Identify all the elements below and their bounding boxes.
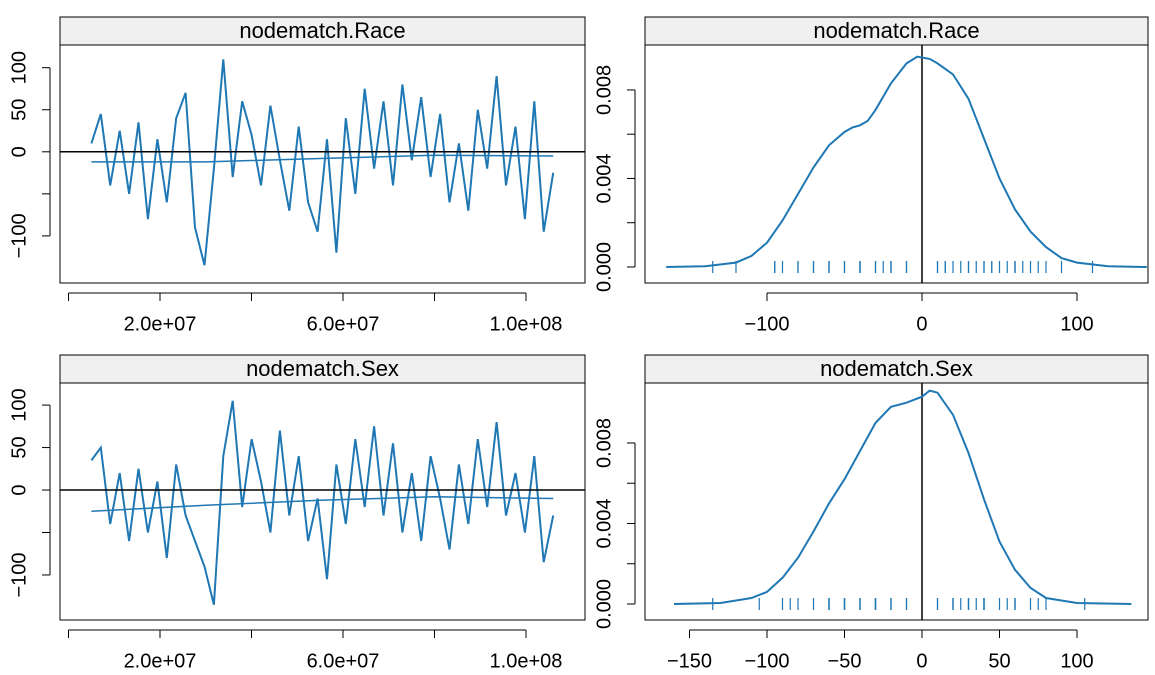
strip xyxy=(59,16,586,46)
panel-title: nodematch.Sex xyxy=(820,356,973,381)
smooth-line xyxy=(91,154,554,163)
y-tick-label: −100 xyxy=(8,213,30,258)
y-tick-label: 0.004 xyxy=(593,498,615,548)
y-tick-label: −100 xyxy=(8,552,30,597)
x-tick-label: 50 xyxy=(988,650,1010,672)
x-tick-label: 1.0e+08 xyxy=(490,313,563,335)
x-tick-label: 0 xyxy=(916,313,927,335)
x-tick-label: 6.0e+07 xyxy=(307,313,380,335)
x-tick-label: 100 xyxy=(1060,313,1093,335)
plot-box xyxy=(59,354,586,621)
y-tick-label: 0.008 xyxy=(593,65,615,115)
y-tick-label: 0.000 xyxy=(593,579,615,629)
x-tick-label: 2.0e+07 xyxy=(124,313,197,335)
x-tick-label: 0 xyxy=(916,650,927,672)
x-tick-label: 1.0e+08 xyxy=(490,650,563,672)
panel-title: nodematch.Race xyxy=(239,18,405,43)
y-tick-label: 50 xyxy=(8,99,30,121)
smooth-line xyxy=(91,496,554,513)
y-tick-label: 0.008 xyxy=(593,418,615,468)
y-tick-label: 0 xyxy=(8,146,30,157)
y-tick-label: 0.004 xyxy=(593,153,615,203)
y-tick-label: 100 xyxy=(8,388,30,421)
y-tick-label: 0.000 xyxy=(593,242,615,292)
y-tick-label: 0 xyxy=(8,484,30,495)
plot-box xyxy=(644,16,1149,284)
x-tick-label: 6.0e+07 xyxy=(307,650,380,672)
plot-box xyxy=(59,16,586,284)
x-tick-label: 2.0e+07 xyxy=(124,650,197,672)
y-tick-label: 100 xyxy=(8,51,30,84)
panel-title: nodematch.Sex xyxy=(246,356,399,381)
x-tick-label: 100 xyxy=(1060,650,1093,672)
x-tick-label: −100 xyxy=(744,313,789,335)
panel-title: nodematch.Race xyxy=(813,18,979,43)
x-tick-label: −150 xyxy=(667,650,712,672)
x-tick-label: −100 xyxy=(744,650,789,672)
density-curve xyxy=(666,55,1147,268)
trace-line xyxy=(90,400,555,605)
plot-box xyxy=(644,354,1149,621)
trace-line xyxy=(90,59,555,266)
y-tick-label: 50 xyxy=(8,436,30,458)
strip xyxy=(644,16,1149,46)
x-tick-label: −50 xyxy=(828,650,862,672)
density-curve xyxy=(673,389,1132,605)
